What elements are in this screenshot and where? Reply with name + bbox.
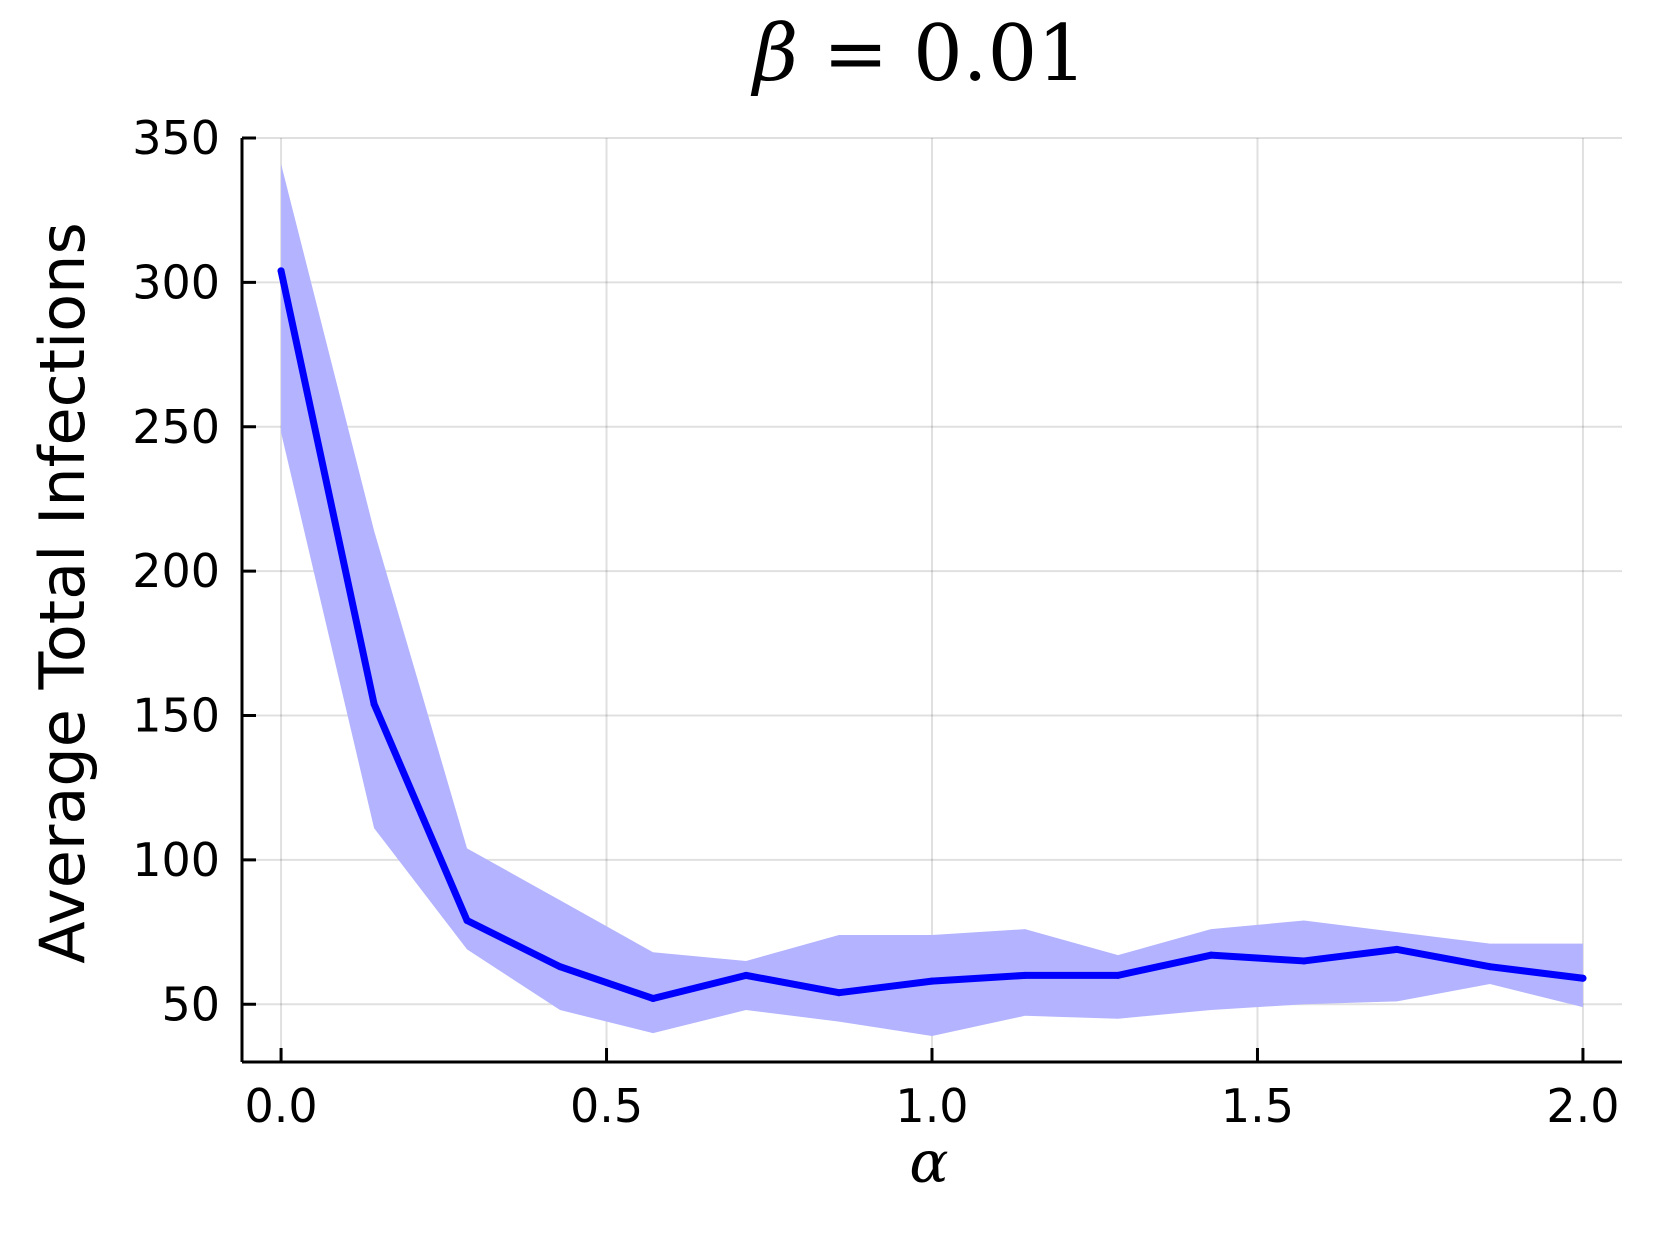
confidence-band: [281, 163, 1583, 1037]
data-points: [277, 267, 1587, 1002]
title-symbol: β: [750, 9, 798, 99]
x-tick-label: 0.0: [244, 1079, 317, 1133]
x-axis-title: α: [909, 1128, 948, 1196]
data-point: [1021, 971, 1029, 979]
y-tick-label: 300: [132, 255, 220, 309]
chart-title: β = 0.01: [750, 9, 1087, 99]
data-point: [1486, 963, 1494, 971]
x-tick-label: 0.5: [570, 1079, 643, 1133]
data-point: [1207, 951, 1215, 959]
x-tick-label: 1.5: [1221, 1079, 1294, 1133]
y-tick-label: 50: [161, 977, 220, 1031]
x-tick-labels: 0.0 0.5 1.0 1.5 2.0: [244, 1079, 1619, 1133]
data-point: [742, 971, 750, 979]
data-point: [277, 267, 285, 275]
x-tick-label: 1.0: [895, 1079, 968, 1133]
axes: [240, 136, 1622, 1064]
data-point: [1300, 957, 1308, 965]
data-point: [463, 917, 471, 925]
y-tick-label: 200: [132, 544, 220, 598]
y-axis-title: Average Total Infections: [26, 222, 99, 964]
data-point: [1579, 974, 1587, 982]
data-point: [835, 989, 843, 997]
title-rest: = 0.01: [798, 9, 1087, 99]
y-tick-label: 150: [132, 689, 220, 743]
data-point: [370, 700, 378, 708]
y-tick-label: 350: [132, 111, 220, 165]
y-tick-labels: 50 100 150 200 250 300 350: [132, 111, 220, 1031]
data-point: [556, 963, 564, 971]
data-point: [1114, 971, 1122, 979]
y-tick-label: 100: [132, 833, 220, 887]
x-tick-label: 2.0: [1546, 1079, 1619, 1133]
data-point: [928, 977, 936, 985]
data-point: [1393, 945, 1401, 953]
data-point: [649, 994, 657, 1002]
y-tick-label: 250: [132, 400, 220, 454]
